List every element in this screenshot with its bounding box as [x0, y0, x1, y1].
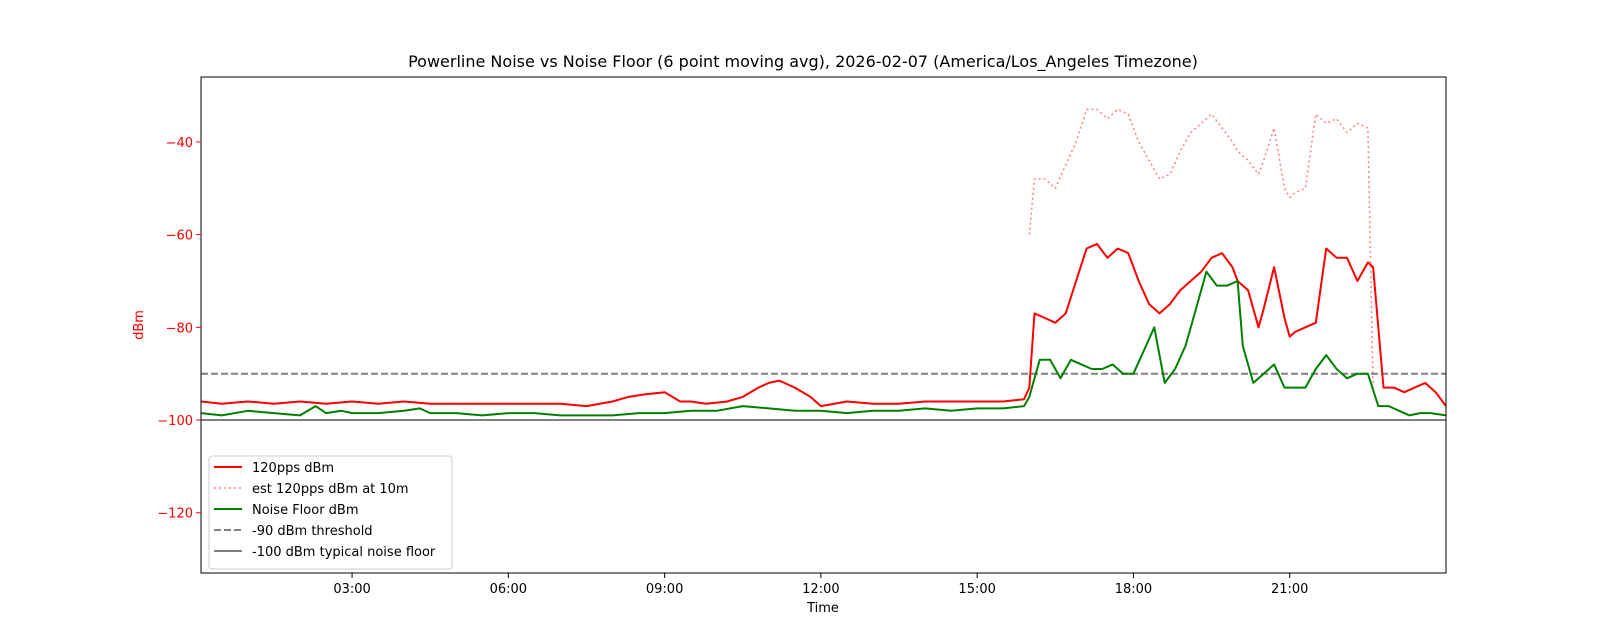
y-tick-label: −80: [166, 321, 193, 336]
legend-label: 120pps dBm: [252, 461, 334, 476]
plot-frame: [200, 76, 1447, 574]
x-tick-label: 15:00: [958, 582, 995, 597]
series-line-3: [201, 270, 1446, 417]
x-tick-label: 03:00: [333, 582, 370, 597]
x-axis: 03:00 06:00 09:00 12:00 15:00 18:00 21:00: [333, 573, 1308, 597]
legend-label: -100 dBm typical noise floor: [252, 545, 436, 560]
chart-title: Powerline Noise vs Noise Floor (6 point …: [408, 52, 1198, 72]
x-tick-label: 21:00: [1271, 582, 1308, 597]
legend-box: [208, 455, 453, 570]
legend: 120pps dBm est 120pps dBm at 10m Noise Flo…: [208, 455, 453, 570]
legend-label: -90 dBm threshold: [252, 524, 373, 539]
legend-label: Noise Floor dBm: [252, 503, 359, 518]
y-tick-label: −100: [157, 414, 193, 429]
x-tick-label: 12:00: [802, 582, 839, 597]
y-tick-label: −40: [166, 136, 193, 151]
x-tick-label: 18:00: [1115, 582, 1152, 597]
plot-area: [201, 108, 1446, 421]
x-tick-label: 09:00: [646, 582, 683, 597]
y-tick-label: −60: [166, 229, 193, 244]
legend-label: est 120pps dBm at 10m: [252, 482, 409, 497]
y-axis: −40 −60 −80 −100 −120: [157, 136, 201, 522]
x-axis-label: Time: [806, 601, 839, 616]
y-tick-label: −120: [157, 507, 193, 522]
x-tick-label: 06:00: [490, 582, 527, 597]
series-line-1: [201, 242, 1446, 408]
series-line-2: [1028, 108, 1374, 388]
y-axis-label: dBm: [132, 310, 147, 340]
